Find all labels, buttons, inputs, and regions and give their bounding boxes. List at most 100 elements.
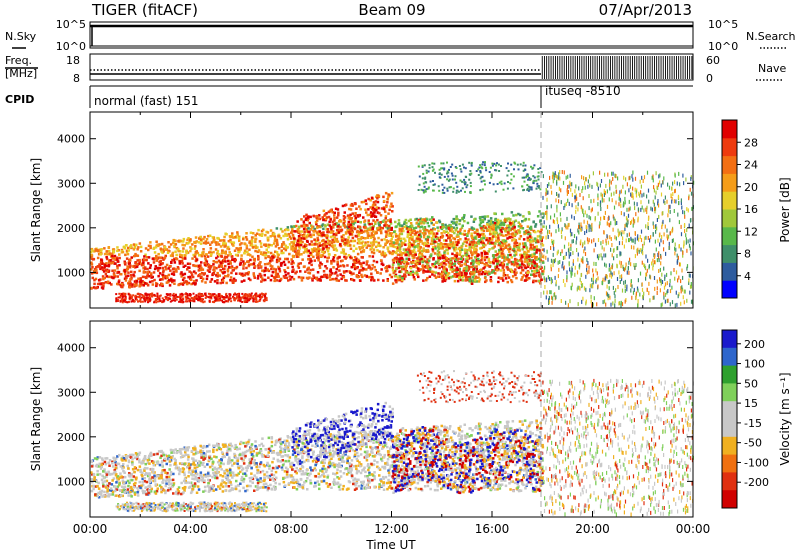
heatmap-cell xyxy=(147,256,151,259)
heatmap-cell xyxy=(469,251,473,254)
heatmap-cell xyxy=(264,269,267,272)
heatmap-cell xyxy=(479,189,482,192)
heatmap-cell xyxy=(468,243,471,246)
heatmap-cell xyxy=(450,226,453,229)
heatmap-cell xyxy=(366,260,369,263)
heatmap-cell xyxy=(622,264,624,269)
heatmap-cell xyxy=(520,224,523,228)
heatmap-cell xyxy=(241,296,244,299)
heatmap-cell xyxy=(502,256,506,259)
heatmap-cell xyxy=(169,293,172,296)
heatmap-cell xyxy=(431,235,435,238)
heatmap-cell xyxy=(372,251,376,255)
heatmap-cell xyxy=(514,251,517,255)
heatmap-cell xyxy=(518,223,522,226)
heatmap-cell xyxy=(473,248,476,251)
heatmap-cell xyxy=(364,241,367,244)
heatmap-cell xyxy=(485,238,488,242)
heatmap-cell xyxy=(355,247,358,250)
heatmap-cell xyxy=(342,252,346,255)
heatmap-cell xyxy=(309,268,312,272)
nave-tick-top: 60 xyxy=(706,54,720,67)
heatmap-cell xyxy=(410,224,414,227)
heatmap-cell xyxy=(534,223,538,226)
heatmap-cell xyxy=(458,272,461,275)
heatmap-cell xyxy=(523,232,526,236)
heatmap-cell xyxy=(532,279,535,283)
heatmap-cell xyxy=(463,178,466,181)
heatmap-cell xyxy=(484,226,487,229)
heatmap-cell xyxy=(455,181,458,184)
heatmap-cell xyxy=(468,161,471,164)
heatmap-cell xyxy=(223,258,226,262)
heatmap-cell xyxy=(521,227,525,230)
heatmap-cell xyxy=(212,260,215,263)
heatmap-cell xyxy=(188,262,192,266)
heatmap-cell xyxy=(185,282,189,286)
heatmap-cell xyxy=(212,272,216,276)
heatmap-cell xyxy=(451,257,454,260)
heatmap-cell xyxy=(342,241,346,245)
heatmap-cell xyxy=(159,294,162,297)
heatmap-cell xyxy=(124,292,127,295)
heatmap-cell xyxy=(234,236,237,239)
heatmap-cell xyxy=(145,256,149,259)
heatmap-cell xyxy=(480,255,484,258)
heatmap-cell xyxy=(228,251,231,254)
heatmap-cell xyxy=(416,267,420,270)
heatmap-cell xyxy=(403,260,406,264)
heatmap-cell xyxy=(385,239,389,242)
heatmap-cell xyxy=(479,164,482,167)
heatmap-cell xyxy=(285,276,289,280)
heatmap-cell xyxy=(455,240,458,244)
heatmap-cell xyxy=(516,264,519,268)
heatmap-cell xyxy=(186,294,189,297)
heatmap-cell xyxy=(339,259,343,263)
heatmap-cell xyxy=(264,266,267,270)
heatmap-cell xyxy=(435,235,438,239)
heatmap-cell xyxy=(116,249,119,253)
heatmap-cell xyxy=(213,269,216,272)
heatmap-cell xyxy=(333,222,337,226)
heatmap-cell xyxy=(495,236,498,239)
heatmap-cell xyxy=(375,206,378,209)
heatmap-cell xyxy=(680,224,682,229)
heatmap-cell xyxy=(490,219,493,223)
heatmap-cell xyxy=(207,265,210,269)
heatmap-cell xyxy=(507,162,509,165)
heatmap-cell xyxy=(91,276,94,280)
heatmap-cell xyxy=(465,259,469,263)
heatmap-cell xyxy=(240,280,244,283)
heatmap-cell xyxy=(519,213,522,217)
heatmap-cell xyxy=(518,230,522,233)
heatmap-cell xyxy=(290,225,293,228)
heatmap-cell xyxy=(229,241,233,244)
heatmap-cell xyxy=(464,248,467,251)
heatmap-cell xyxy=(303,230,306,234)
heatmap-cell xyxy=(330,272,334,275)
heatmap-cell xyxy=(452,236,455,240)
heatmap-cell xyxy=(513,161,516,164)
heatmap-cell xyxy=(513,270,516,274)
heatmap-cell xyxy=(328,243,331,247)
heatmap-cell xyxy=(138,285,141,288)
heatmap-cell xyxy=(229,297,232,300)
heatmap-cell xyxy=(468,245,472,249)
heatmap-cell xyxy=(278,267,281,271)
heatmap-cell xyxy=(297,250,300,253)
heatmap-cell xyxy=(464,238,468,242)
heatmap-cell xyxy=(441,223,444,226)
heatmap-cell xyxy=(194,295,197,298)
heatmap-cell xyxy=(403,225,407,229)
heatmap-cell xyxy=(290,231,293,234)
heatmap-cell xyxy=(411,243,414,247)
heatmap-cell xyxy=(534,230,537,234)
heatmap-cell xyxy=(434,271,438,274)
heatmap-cell xyxy=(441,226,444,229)
heatmap-cell xyxy=(481,220,485,224)
heatmap-cell xyxy=(252,274,256,278)
heatmap-cell xyxy=(448,264,452,267)
heatmap-cell xyxy=(177,267,180,270)
heatmap-cell xyxy=(492,271,496,274)
heatmap-cell xyxy=(216,275,219,278)
